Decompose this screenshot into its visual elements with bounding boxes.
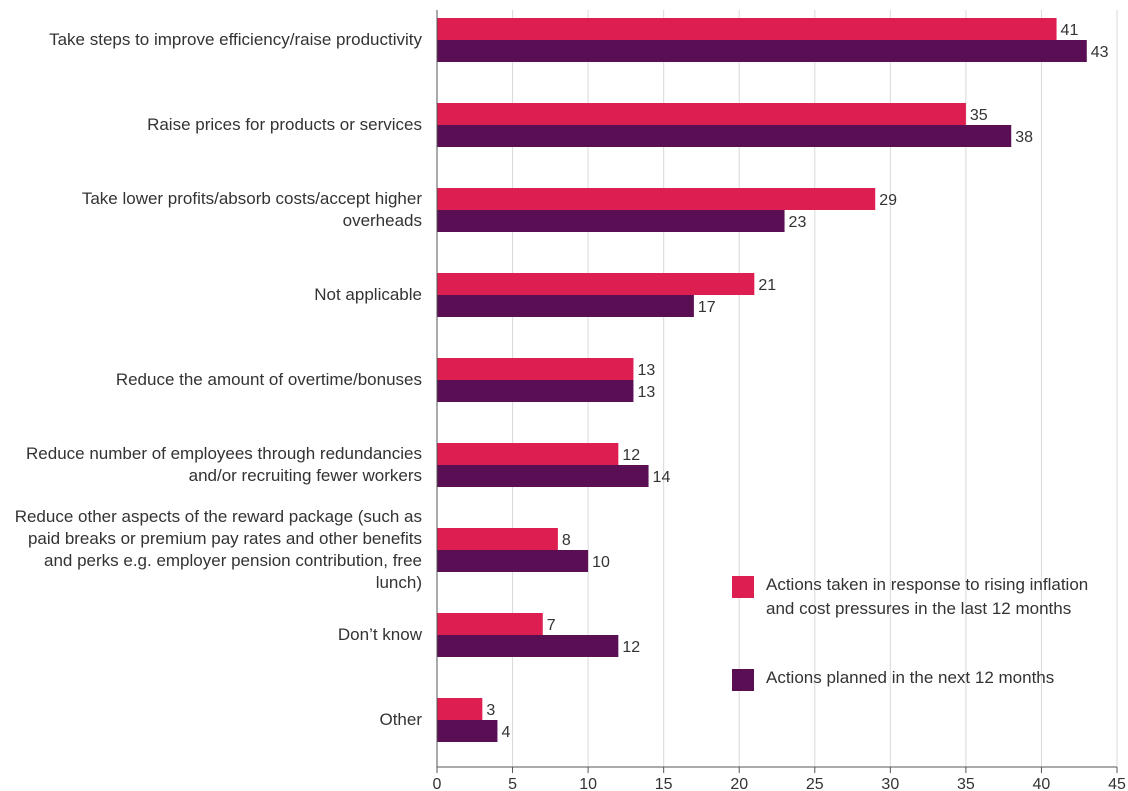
x-tick-label: 20 (730, 776, 748, 791)
category-label: Not applicable (314, 285, 422, 304)
value-label: 17 (698, 299, 716, 316)
category-label: Other (379, 710, 422, 729)
value-label: 13 (637, 362, 655, 379)
bar (437, 125, 1012, 147)
bar (437, 210, 785, 232)
legend-swatch (732, 669, 754, 691)
bar (437, 465, 649, 487)
category-label: Raise prices for products or services (147, 115, 422, 134)
value-label: 7 (547, 617, 556, 634)
value-label: 38 (1015, 129, 1033, 146)
value-label: 23 (789, 214, 807, 231)
legend-item: Actions taken in response to rising infl… (732, 575, 1092, 621)
category-label: Take steps to improve efficiency/raise p… (49, 30, 422, 49)
category-label: Reduce other aspects of the reward packa… (14, 507, 422, 592)
value-label: 3 (486, 702, 495, 719)
bar (437, 550, 589, 572)
bar (437, 528, 558, 550)
value-label: 12 (622, 639, 640, 656)
bar (437, 103, 966, 125)
bar (437, 295, 694, 317)
x-tick-label: 45 (1108, 776, 1126, 791)
bar (437, 273, 755, 295)
category-label: Take lower profits/absorb costs/accept h… (81, 189, 422, 230)
bar (437, 380, 634, 402)
value-label: 41 (1061, 22, 1079, 39)
bar (437, 635, 619, 657)
value-label: 13 (637, 384, 655, 401)
x-tick-label: 35 (957, 776, 975, 791)
bar (437, 443, 619, 465)
bar (437, 358, 634, 380)
value-label: 43 (1091, 44, 1109, 61)
x-tick-label: 40 (1033, 776, 1051, 791)
value-label: 8 (562, 532, 571, 549)
value-label: 10 (592, 554, 610, 571)
x-tick-label: 10 (579, 776, 597, 791)
category-label: Reduce the amount of overtime/bonuses (115, 370, 422, 389)
category-label: Don’t know (337, 625, 422, 644)
x-tick-label: 25 (806, 776, 824, 791)
x-tick-label: 15 (655, 776, 673, 791)
value-label: 14 (653, 469, 671, 486)
bar (437, 188, 876, 210)
legend-label: Actions planned in the next 12 months (766, 668, 1055, 687)
value-label: 29 (879, 192, 897, 209)
value-label: 4 (501, 724, 510, 741)
x-tick-label: 5 (508, 776, 517, 791)
legend-label: Actions taken in response to rising infl… (766, 575, 1089, 618)
value-label: 21 (758, 277, 776, 294)
value-label: 35 (970, 107, 988, 124)
legend-item: Actions planned in the next 12 months (732, 668, 1092, 691)
bar (437, 720, 498, 742)
bar (437, 613, 543, 635)
value-label: 12 (622, 447, 640, 464)
bar (437, 698, 483, 720)
x-tick-label: 30 (881, 776, 899, 791)
bar (437, 18, 1057, 40)
x-tick-label: 0 (433, 776, 442, 791)
legend-swatch (732, 576, 754, 598)
bar (437, 40, 1087, 62)
category-label: Reduce number of employees through redun… (26, 444, 422, 485)
